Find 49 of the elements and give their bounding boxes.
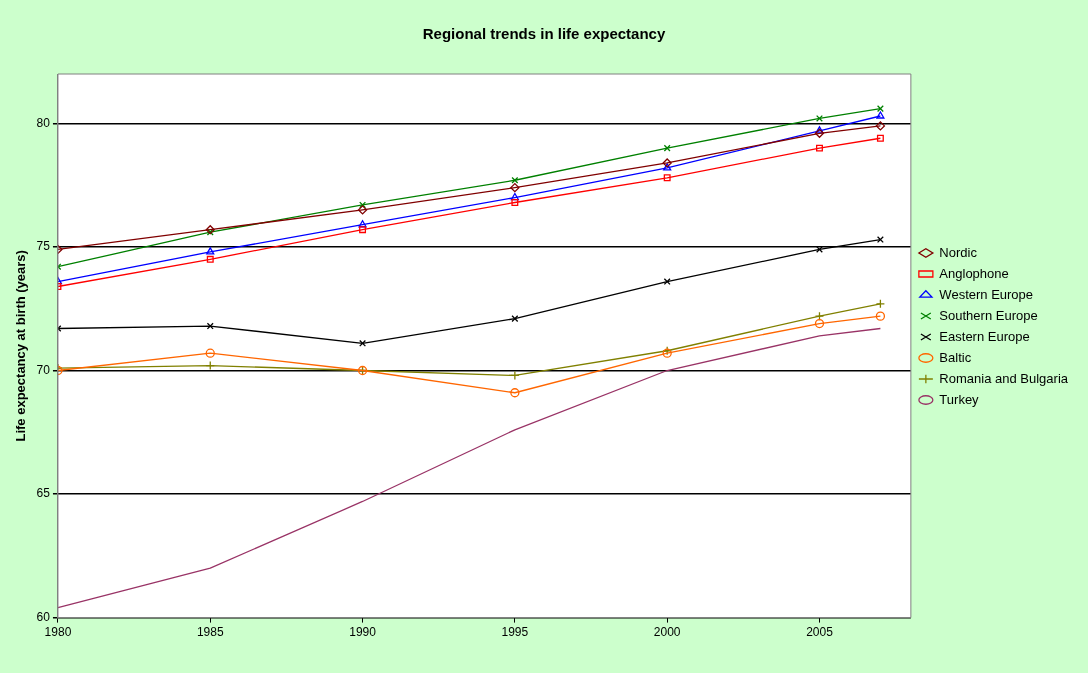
- y-tick-label: 75: [36, 239, 51, 254]
- x-tick-label: 1990: [349, 625, 377, 640]
- point: [510, 183, 520, 193]
- point: [876, 134, 884, 142]
- point: [359, 226, 367, 234]
- point: [511, 176, 519, 184]
- point: [815, 126, 824, 134]
- legend-label: Anglophone: [939, 265, 1009, 281]
- point: [510, 388, 520, 398]
- point: [876, 111, 885, 119]
- x-tick-label: 2005: [806, 625, 834, 640]
- point: [510, 192, 519, 201]
- legend-label: Nordic: [939, 244, 978, 260]
- x-tick-label: 1985: [196, 625, 224, 640]
- point: [511, 315, 519, 323]
- point: [662, 158, 672, 168]
- legend-label: Romania and Bulgaria: [939, 370, 1069, 386]
- point: [206, 247, 215, 255]
- x-tick-label: 2000: [653, 625, 681, 640]
- point: [663, 163, 672, 171]
- legend-label: Eastern Europe: [939, 328, 1030, 344]
- point: [875, 121, 886, 131]
- point: [875, 311, 886, 321]
- legend-label: Baltic: [939, 349, 972, 365]
- point: [205, 348, 215, 358]
- point: [814, 318, 825, 329]
- point: [816, 144, 823, 152]
- chart-title: Regional trends in life expectancy: [422, 25, 666, 43]
- legend-label: Western Europe: [939, 286, 1034, 302]
- y-tick-label: 65: [36, 486, 51, 501]
- x-tick-label: 1980: [44, 625, 72, 640]
- y-axis-title: Life expectancy at birth (years): [13, 250, 29, 442]
- point: [359, 339, 367, 347]
- point: [663, 278, 671, 286]
- y-tick-label: 70: [36, 362, 51, 377]
- x-tick-label: 1995: [501, 625, 529, 640]
- point: [510, 370, 520, 381]
- y-tick-label: 80: [36, 115, 51, 130]
- y-tick-label: 60: [36, 609, 51, 624]
- point: [206, 255, 214, 263]
- point: [511, 199, 519, 206]
- point: [358, 220, 367, 228]
- legend-label: Southern Europe: [939, 307, 1038, 323]
- point: [663, 174, 671, 182]
- point: [814, 311, 825, 321]
- point: [357, 205, 368, 215]
- point: [814, 128, 825, 138]
- legend-label: Turkey: [939, 391, 980, 407]
- point: [206, 322, 214, 330]
